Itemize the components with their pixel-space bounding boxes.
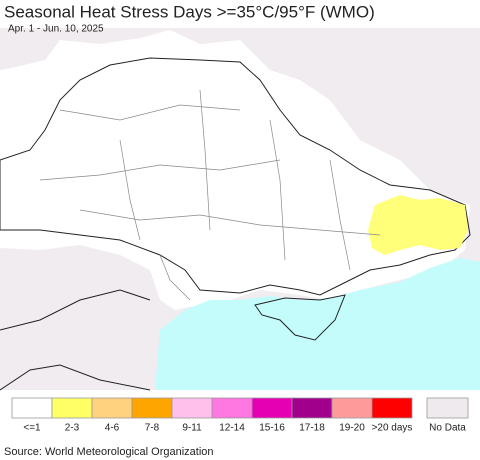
legend: <=1 2-3 4-6 7-8 9-11 12-14 15-16 17-18 19-20 >20 … xyxy=(11,397,469,434)
legend-swatch xyxy=(51,397,93,419)
legend-swatch xyxy=(171,397,213,419)
subtitle: Apr. 1 - Jun. 10, 2025 xyxy=(8,24,104,35)
legend-swatch xyxy=(11,397,53,419)
source: Source: World Meteorological Organizatio… xyxy=(4,446,214,458)
legend-swatch xyxy=(131,397,173,419)
legend-swatch xyxy=(251,397,293,419)
peninsula xyxy=(254,294,346,341)
title: Seasonal Heat Stress Days >=35°C/95°F (W… xyxy=(4,2,375,21)
map xyxy=(0,28,480,391)
country-outline xyxy=(0,57,471,296)
legend-label: 19-20 xyxy=(339,423,365,434)
legend-swatch xyxy=(331,397,373,419)
legend-label: 15-16 xyxy=(259,423,285,434)
sea xyxy=(155,258,480,390)
legend-swatch xyxy=(371,397,413,419)
legend-swatch xyxy=(91,397,133,419)
legend-label: 2-3 xyxy=(65,423,80,434)
legend-label: <=1 xyxy=(23,423,41,434)
heat-area xyxy=(368,195,468,255)
legend-label: No Data xyxy=(429,423,466,434)
legend-label: >20 days xyxy=(372,423,413,434)
legend-label: 9-11 xyxy=(182,423,202,434)
legend-swatch xyxy=(426,397,469,419)
legend-label: 17-18 xyxy=(299,423,325,434)
legend-label: 7-8 xyxy=(145,423,160,434)
legend-swatch xyxy=(211,397,253,419)
legend-label: 12-14 xyxy=(219,423,245,434)
legend-swatch xyxy=(291,397,333,419)
legend-label: 4-6 xyxy=(105,423,120,434)
